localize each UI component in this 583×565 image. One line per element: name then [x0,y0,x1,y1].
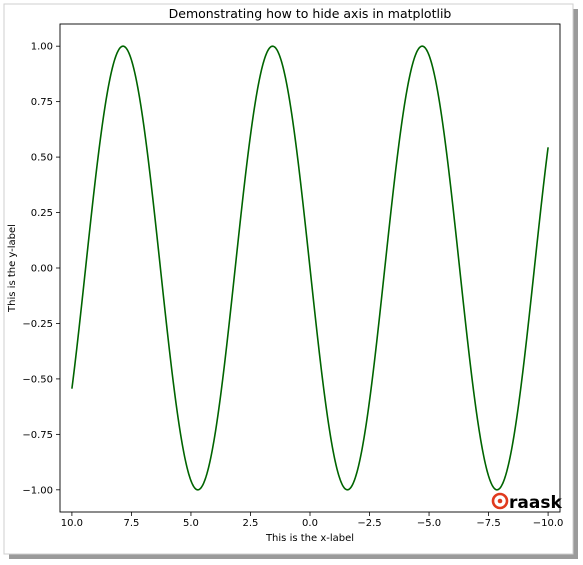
y-tick-label: −0.50 [22,374,53,385]
x-tick-label: 2.5 [243,518,259,529]
y-tick-label: −0.75 [22,430,53,441]
y-axis: 1.00 0.75 0.50 0.25 0.00 −0.25 −0.50 −0.75 −1.00 [22,42,60,496]
x-tick-label: −5.0 [417,518,441,529]
x-tick-label: −7.5 [476,518,500,529]
y-tick-label: 0.50 [31,153,53,164]
x-tick-label: 7.5 [123,518,139,529]
chart-title: Demonstrating how to hide axis in matplo… [169,6,452,21]
logo-dot-icon [497,498,503,504]
x-tick-label: 0.0 [302,518,318,529]
y-tick-label: 0.25 [31,208,53,219]
y-tick-label: −0.25 [22,319,53,330]
x-tick-label: 10.0 [61,518,83,529]
y-tick-label: 0.75 [31,97,53,108]
logo-ring-icon [491,492,509,510]
y-tick-label: −1.00 [22,485,53,496]
sine-series-line [71,45,549,491]
y-axis-label: This is the y-label [7,224,18,313]
x-axis-label: This is the x-label [265,533,354,544]
y-tick-label: 0.00 [31,264,53,275]
x-tick-label: −2.5 [357,518,381,529]
x-tick-label: −10.0 [533,518,564,529]
x-tick-label: 5.0 [183,518,199,529]
logo-text: raask [509,493,562,513]
x-axis: 10.0 7.5 5.0 2.5 0.0 −2.5 −5.0 −7.5 −10.0 [61,512,564,529]
y-tick-label: 1.00 [31,42,53,53]
oraask-logo: raask [491,492,562,513]
